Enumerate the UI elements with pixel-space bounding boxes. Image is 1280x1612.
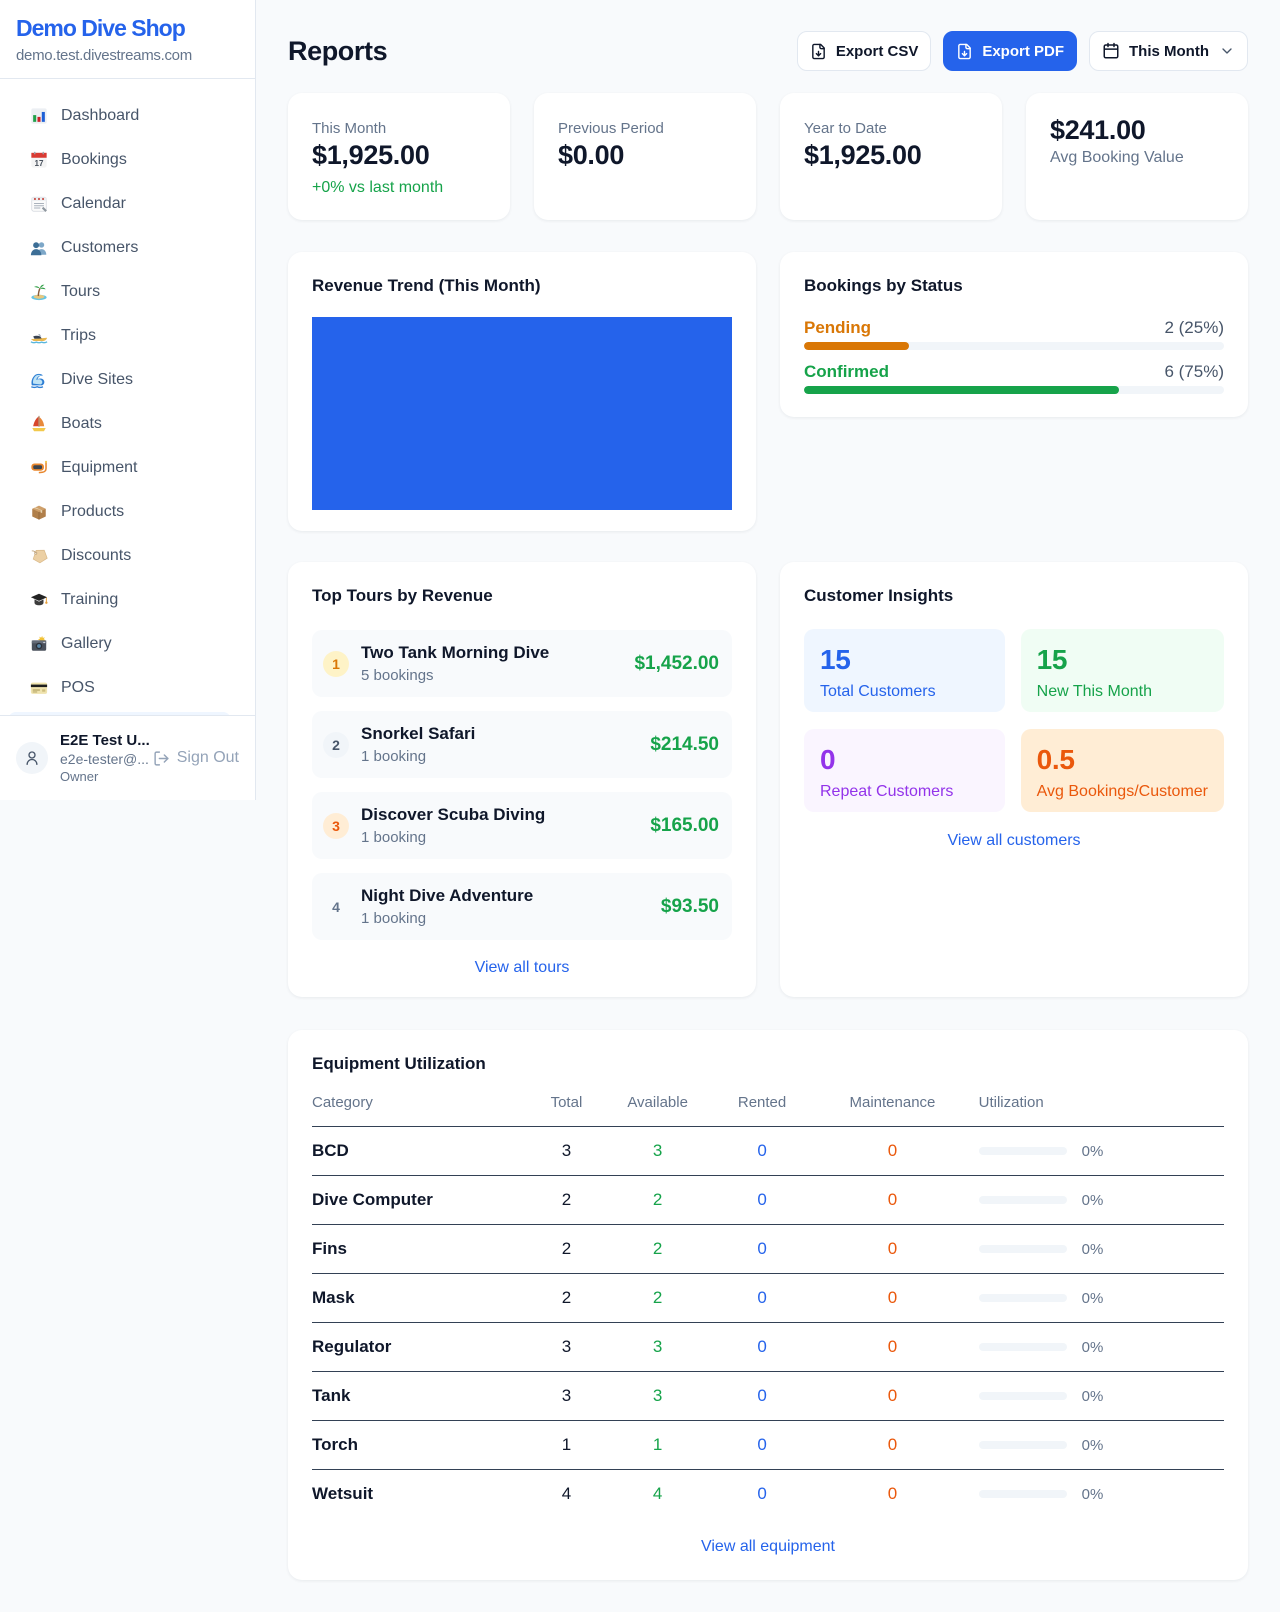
svg-text:17: 17 (35, 159, 44, 168)
